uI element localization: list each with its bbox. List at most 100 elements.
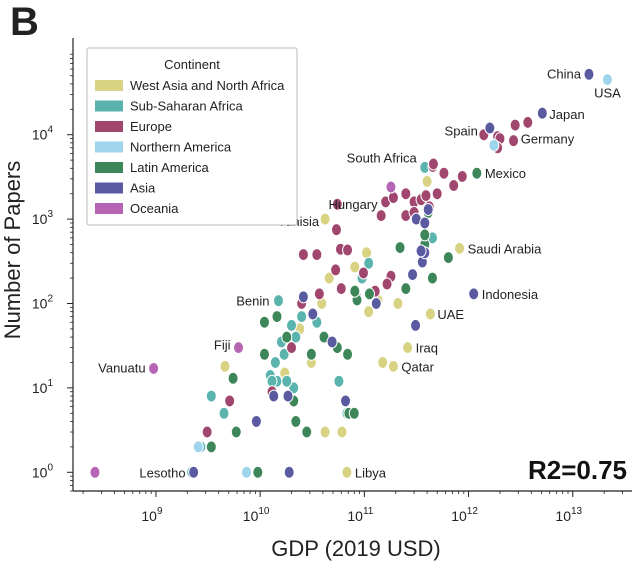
legend-swatch <box>95 203 123 214</box>
data-point <box>536 106 548 120</box>
data-point <box>431 187 443 201</box>
data-point <box>278 347 290 361</box>
data-point <box>342 347 354 361</box>
data-point <box>394 241 406 255</box>
data-point <box>331 197 343 211</box>
data-point <box>252 465 264 479</box>
data-point <box>286 341 298 355</box>
data-point <box>323 271 335 285</box>
point-annotation: USA <box>594 86 621 101</box>
data-point <box>297 290 309 304</box>
point-annotation: South Africa <box>347 150 418 165</box>
data-point <box>400 187 412 201</box>
data-point <box>508 134 520 148</box>
data-point <box>205 389 217 403</box>
data-point <box>230 425 242 439</box>
data-point <box>218 406 230 420</box>
data-point <box>370 296 382 310</box>
data-point <box>349 284 361 298</box>
legend-entry-label: Europe <box>130 119 172 134</box>
y-tick-label: 100 <box>32 462 54 480</box>
data-point <box>273 294 285 308</box>
data-point <box>296 310 308 324</box>
data-point <box>363 256 375 270</box>
data-point <box>363 305 375 319</box>
data-point <box>333 374 345 388</box>
point-annotation: Germany <box>521 131 575 146</box>
point-annotation: Hungary <box>328 197 378 212</box>
x-tick-label: 109 <box>141 506 163 524</box>
data-point <box>268 389 280 403</box>
r2-annotation: R2=0.75 <box>528 455 627 485</box>
data-point <box>426 271 438 285</box>
data-point <box>286 318 298 332</box>
x-tick-label: 1013 <box>555 506 582 524</box>
point-annotation: UAE <box>437 307 464 322</box>
data-point <box>340 394 352 408</box>
x-axis-label: GDP (2019 USD) <box>271 536 441 561</box>
data-point <box>227 371 239 385</box>
data-point <box>341 465 353 479</box>
data-point <box>522 115 534 129</box>
data-point <box>471 166 483 180</box>
data-point <box>319 425 331 439</box>
data-point <box>307 307 319 321</box>
legend: Continent West Asia and North Africa Sub-… <box>86 47 298 226</box>
data-point <box>484 121 496 135</box>
data-point <box>456 169 468 183</box>
point-annotation: China <box>547 66 582 81</box>
x-tick-label: 1012 <box>451 506 478 524</box>
data-point <box>385 180 397 194</box>
data-point <box>313 287 325 301</box>
point-annotation: Spain <box>445 124 478 139</box>
data-point <box>454 241 466 255</box>
legend-swatch <box>95 141 123 153</box>
data-point <box>319 212 331 226</box>
data-point <box>330 263 342 277</box>
legend-box <box>86 47 298 226</box>
data-point <box>468 287 480 301</box>
data-point <box>424 307 436 321</box>
legend-entry-label: Latin America <box>130 160 210 175</box>
legend-swatch <box>95 100 123 112</box>
y-tick-label: 104 <box>32 125 54 143</box>
legend-swatch <box>95 162 123 173</box>
data-point <box>305 347 317 361</box>
legend-entry-label: Northern America <box>130 140 232 155</box>
y-axis-label: Number of Papers <box>0 161 25 340</box>
legend-swatch <box>95 80 123 91</box>
data-point <box>363 287 375 301</box>
point-annotation: Benin <box>236 294 269 309</box>
panel-label: B <box>10 0 39 44</box>
data-point <box>258 347 270 361</box>
point-annotation: Japan <box>549 107 584 122</box>
data-point <box>282 389 294 403</box>
data-point <box>233 341 245 355</box>
data-point <box>258 315 270 329</box>
data-point <box>290 414 302 428</box>
data-point <box>488 138 500 152</box>
data-point <box>419 228 431 242</box>
point-annotation: Vanuatu <box>98 360 145 375</box>
data-point <box>330 223 342 237</box>
data-point <box>438 166 450 180</box>
data-point <box>342 243 354 257</box>
data-point <box>509 118 521 132</box>
data-point <box>348 406 360 420</box>
data-point <box>269 355 281 369</box>
data-point <box>148 361 160 375</box>
legend-swatch <box>95 182 123 194</box>
data-point <box>421 174 433 188</box>
data-point <box>297 248 309 262</box>
points-layer <box>89 67 613 479</box>
point-annotation: Lesotho <box>139 465 185 480</box>
point-annotation: Indonesia <box>482 287 539 302</box>
data-point <box>427 157 439 171</box>
data-point <box>311 248 323 262</box>
data-point <box>420 189 432 203</box>
data-point <box>375 209 387 223</box>
data-point <box>205 440 217 454</box>
data-point <box>250 414 262 428</box>
data-point <box>400 282 412 296</box>
